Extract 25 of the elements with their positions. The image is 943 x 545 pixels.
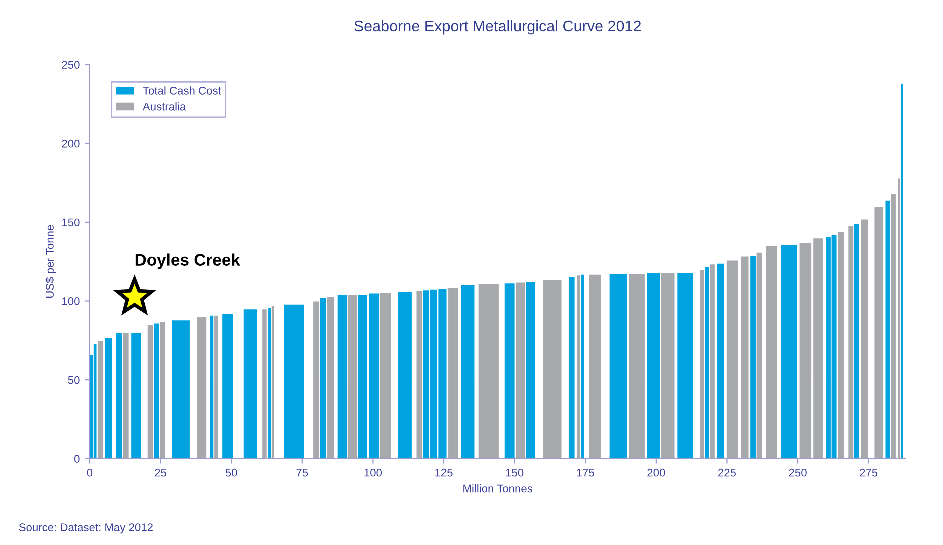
legend-label: Total Cash Cost <box>143 86 222 95</box>
x-tick-label: 200 <box>648 468 666 477</box>
x-tick-label: 250 <box>789 468 807 477</box>
y-tick-label: 250 <box>62 61 80 69</box>
source-note: Source: Dataset: May 2012 <box>19 524 153 534</box>
x-tick-label: 275 <box>860 468 878 477</box>
y-tick-label: 150 <box>62 218 80 227</box>
x-tick-label: 25 <box>155 468 166 477</box>
x-tick-label: 100 <box>364 468 382 477</box>
y-tick-label: 100 <box>62 298 80 306</box>
annotation: Doyles Creek <box>136 254 240 270</box>
x-tick-label: 0 <box>87 468 93 477</box>
y-tick-label: 200 <box>62 140 80 148</box>
chart-title: Seaborne Export Metallurgical Curve 2012 <box>354 20 641 35</box>
x-tick-label: 50 <box>226 468 238 477</box>
y-tick-label: 50 <box>68 376 80 384</box>
x-axis-title: Million Tonnes <box>464 484 533 493</box>
y-axis-title: US$ per Tonne <box>46 225 56 298</box>
y-tick-label: 0 <box>74 455 80 464</box>
legend-label: Australia <box>142 102 186 111</box>
x-tick-label: 125 <box>436 468 453 477</box>
x-tick-label: 75 <box>296 469 308 477</box>
x-tick-label: 175 <box>577 469 594 477</box>
x-tick-label: 150 <box>506 468 524 477</box>
x-tick-label: 225 <box>718 468 736 477</box>
